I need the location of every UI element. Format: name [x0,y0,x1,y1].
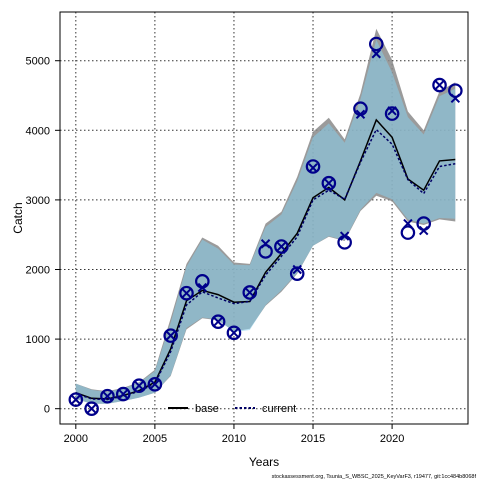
x-tick-label-2020: 2020 [380,433,404,445]
legend-label-base: base [195,403,219,415]
y-tick-label-4000: 4000 [26,125,50,137]
predicted-x-stroke-b-2022 [419,225,429,236]
predicted-x-stroke-b-2011 [245,287,255,298]
y-tick-label-2000: 2000 [26,265,50,277]
observed-point-2010 [226,325,242,341]
observed-point-2003 [115,386,131,402]
predicted-point-2019 [371,49,381,59]
y-tick-label-3000: 3000 [26,195,50,207]
observed-point-2005 [147,377,163,392]
data-markers [68,36,463,416]
predicted-x-stroke-b-2001 [86,403,97,414]
observed-point-2009 [210,314,226,329]
predicted-point-2020 [387,106,397,116]
predicted-x-stroke-b-2004 [134,381,144,391]
predicted-point-2010 [229,328,239,338]
predicted-x-stroke-b-2014 [292,264,302,275]
predicted-x-stroke-b-2002 [102,391,113,401]
x-tick-label-2010: 2010 [222,433,246,445]
predicted-point-2008 [197,282,208,293]
predicted-x-stroke-b-2015 [308,163,318,173]
predicted-point-2023 [434,80,445,90]
predicted-x-stroke-b-2024 [450,93,461,104]
observed-point-2011 [242,285,258,300]
predicted-point-2011 [245,287,255,298]
predicted-x-stroke-b-2017 [339,231,350,241]
observed-point-2024 [448,83,463,98]
predicted-x-stroke-b-2018 [355,109,366,120]
predicted-point-2013 [276,241,287,252]
predicted-point-2021 [403,218,413,229]
observed-point-2015 [305,159,321,174]
observed-point-2000 [68,392,84,407]
predicted-x-stroke-b-2006 [165,330,176,341]
predicted-x-stroke-b-2005 [150,379,160,390]
observed-point-2014 [289,266,305,281]
legend-label-current: current [262,403,296,415]
observed-point-2020 [384,106,400,121]
predicted-x-stroke-b-2020 [387,106,397,116]
y-tick-label-5000: 5000 [26,56,50,68]
predicted-x-stroke-b-2021 [403,218,413,229]
predicted-x-stroke-b-2012 [260,239,271,249]
predicted-point-2018 [355,109,366,120]
predicted-point-2004 [134,381,144,391]
observed-point-2002 [100,388,115,404]
predicted-point-2005 [150,379,160,390]
x-tick-label-2015: 2015 [301,433,325,445]
predicted-point-2002 [102,391,113,401]
x-tick-label-2005: 2005 [143,433,167,445]
observed-point-2007 [179,285,194,301]
predicted-x-stroke-b-2023 [434,80,445,90]
predicted-point-2016 [324,178,334,188]
x-axis-title: Years [249,455,279,469]
predicted-x-stroke-b-2009 [213,316,223,327]
y-tick-label-0: 0 [44,404,50,416]
y-axis-title: Catch [11,202,25,233]
predicted-x-stroke-b-2003 [118,389,128,399]
y-tick-label-1000: 1000 [26,334,50,346]
observed-point-2006 [163,328,178,343]
observed-point-2012 [258,244,273,259]
predicted-point-2012 [260,239,271,249]
predicted-x-stroke-b-2016 [324,178,334,188]
predicted-point-2015 [308,163,318,173]
predicted-x-stroke-b-2008 [197,282,208,293]
predicted-x-stroke-b-2019 [371,49,381,59]
observed-point-2021 [400,225,416,240]
predicted-point-2000 [71,394,81,405]
y-axis: 0 1000 2000 3000 4000 5000 [26,56,60,416]
predicted-point-2022 [419,225,429,236]
observed-point-2013 [274,239,289,254]
predicted-x-stroke-b-2000 [71,394,81,405]
predicted-point-2009 [213,316,223,327]
predicted-point-2006 [165,330,176,341]
legend: base current [168,403,296,415]
predicted-x-stroke-b-2013 [276,241,287,252]
line-base [75,118,456,400]
observed-point-2019 [368,36,384,52]
x-axis: 2000 2005 2010 2015 2020 [64,424,404,445]
plot-frame [59,11,469,425]
predicted-x-stroke-b-2010 [229,328,239,338]
observed-point-2016 [321,175,337,191]
predicted-point-2017 [339,231,350,241]
predicted-point-2001 [86,403,97,414]
predicted-x-stroke-b-2007 [181,288,192,298]
footnote: stockassessment.org, Tsunia_S_WBSC_2025_… [272,474,477,480]
confidence-bands [75,28,456,404]
x-tick-label-2000: 2000 [64,433,88,445]
band-current [75,39,456,404]
predicted-point-2007 [181,288,192,298]
observed-point-2023 [432,77,447,93]
observed-point-2001 [84,401,99,416]
predicted-point-2024 [450,93,461,104]
predicted-point-2003 [118,389,128,399]
observed-point-2004 [131,378,147,394]
predicted-point-2014 [292,264,302,275]
